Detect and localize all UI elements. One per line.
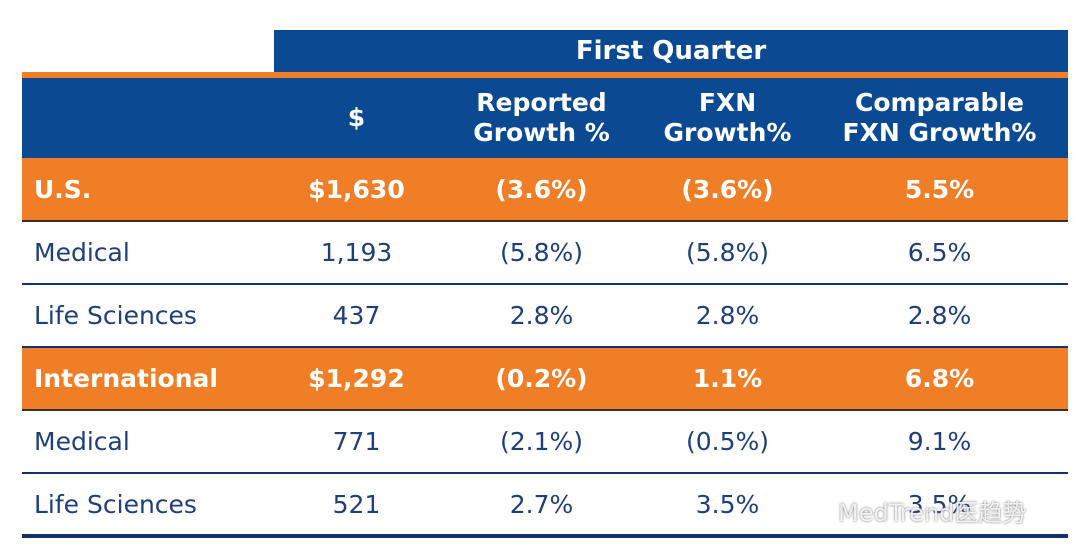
- row-label: Medical: [22, 221, 274, 285]
- dollars-cell: 437: [274, 284, 439, 348]
- table-row: Medical 1,193 (5.8%) (5.8%) 6.5%: [22, 221, 1068, 285]
- comparable-growth-cell: 5.5%: [811, 158, 1068, 222]
- fxn-growth-cell: (0.5%): [644, 410, 811, 474]
- column-header-comparable-fxn-growth: Comparable FXN Growth%: [842, 88, 1037, 147]
- column-header-row: $ Reported Growth % FXN Growth% Comparable…: [22, 78, 1068, 158]
- row-label: Medical: [22, 410, 274, 474]
- comparable-growth-cell: 3.5%: [811, 473, 1068, 538]
- reported-growth-cell: (3.6%): [439, 158, 644, 222]
- fxn-growth-cell: (3.6%): [644, 158, 811, 222]
- table-row-us-total: U.S. $1,630 (3.6%) (3.6%) 5.5%: [22, 158, 1068, 222]
- reported-growth-cell: (2.1%): [439, 410, 644, 474]
- fxn-growth-cell: 2.8%: [644, 284, 811, 348]
- reported-growth-cell: (0.2%): [439, 347, 644, 411]
- table-row: Life Sciences 521 2.7% 3.5% 3.5%: [22, 473, 1068, 538]
- column-header-dollars: $: [347, 103, 366, 132]
- reported-growth-cell: 2.8%: [439, 284, 644, 348]
- header-divider: [22, 72, 1068, 78]
- table-row: Life Sciences 437 2.8% 2.8% 2.8%: [22, 284, 1068, 348]
- dollars-cell: $1,292: [274, 347, 439, 411]
- comparable-growth-cell: 2.8%: [811, 284, 1068, 348]
- dollars-cell: $1,630: [274, 158, 439, 222]
- reported-growth-cell: 2.7%: [439, 473, 644, 538]
- comparable-growth-cell: 6.8%: [811, 347, 1068, 411]
- comparable-growth-cell: 6.5%: [811, 221, 1068, 285]
- quarterly-results-table: $ Reported Growth % FXN Growth% Comparable…: [22, 78, 1068, 538]
- table-row-international-total: International $1,292 (0.2%) 1.1% 6.8%: [22, 347, 1068, 411]
- dollars-cell: 521: [274, 473, 439, 538]
- first-quarter-header: First Quarter: [274, 30, 1068, 72]
- watermark: MedTrend医趋势: [790, 492, 1026, 528]
- wechat-icon: [790, 494, 830, 525]
- watermark-text: MedTrend医趋势: [838, 498, 1027, 527]
- dollars-cell: 771: [274, 410, 439, 474]
- row-label: U.S.: [22, 158, 274, 222]
- row-label: International: [22, 347, 274, 411]
- column-header-fxn-growth: FXN Growth%: [663, 88, 792, 147]
- row-label: Life Sciences: [22, 284, 274, 348]
- fxn-growth-cell: (5.8%): [644, 221, 811, 285]
- column-header-reported-growth: Reported Growth %: [473, 88, 610, 147]
- column-header-label: [22, 78, 274, 158]
- comparable-growth-cell: 9.1%: [811, 410, 1068, 474]
- fxn-growth-cell: 3.5%: [644, 473, 811, 538]
- fxn-growth-cell: 1.1%: [644, 347, 811, 411]
- table-row: Medical 771 (2.1%) (0.5%) 9.1%: [22, 410, 1068, 474]
- dollars-cell: 1,193: [274, 221, 439, 285]
- reported-growth-cell: (5.8%): [439, 221, 644, 285]
- row-label: Life Sciences: [22, 473, 274, 538]
